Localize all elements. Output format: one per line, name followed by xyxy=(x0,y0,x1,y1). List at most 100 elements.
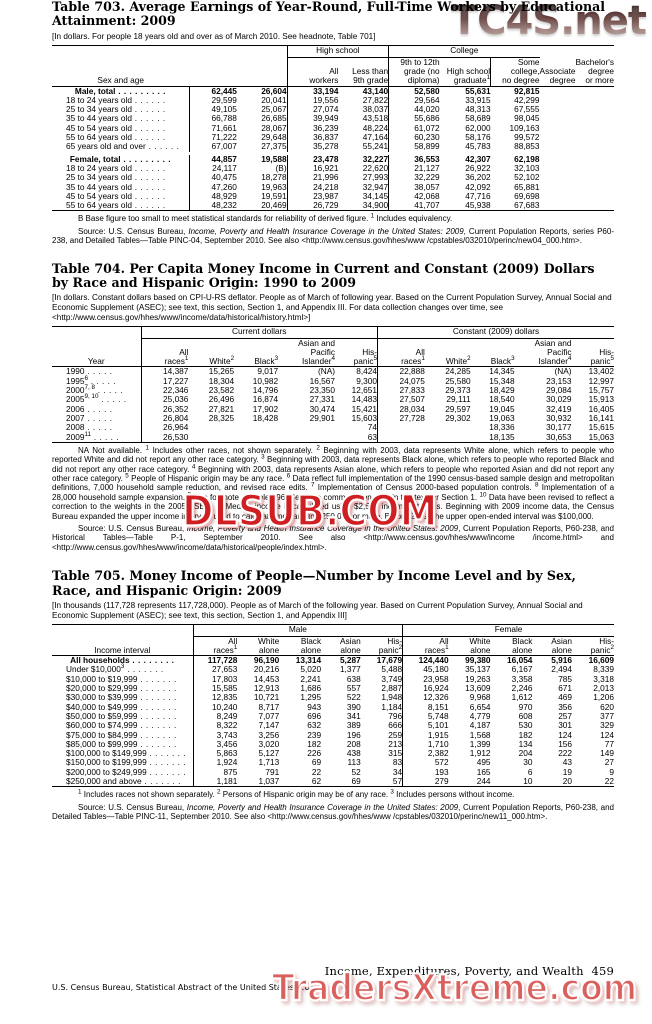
row-label: Male, total . . . . . . . . . xyxy=(74,85,166,96)
cell-value: 32,103 xyxy=(514,162,540,173)
cell-value xyxy=(278,423,335,432)
cell-value: 62,000 xyxy=(465,122,491,133)
table-704-title: Table 704. Per Capita Money Income in Cu… xyxy=(52,260,595,291)
cell-value: 620 xyxy=(600,701,614,712)
cell-value: 19,045 xyxy=(489,403,515,414)
cell-value: 32,947 xyxy=(362,181,389,192)
cell-value: 12,913 xyxy=(253,683,280,694)
cell-value: 96,190 xyxy=(253,655,280,666)
table-705-block: Table 705. Money Income of People—Number… xyxy=(52,569,614,821)
table-row: 200911 . . . . . 26,530 63 18,135 30,653 15,0… xyxy=(52,430,614,443)
cell-value: 25,036 xyxy=(140,395,189,405)
cell-value: 257 xyxy=(558,710,573,721)
cell-value: 27,507 xyxy=(376,395,425,405)
table-row: Under $10,0003 . . . . . . . 27,653 20,216… xyxy=(52,664,614,675)
th-705-group-female: Female xyxy=(402,625,614,637)
cell-value: 77 xyxy=(604,738,614,749)
cell-value: 9,017 xyxy=(257,366,279,377)
cell-value: 48,224 xyxy=(362,122,389,133)
cell-value: 30,932 xyxy=(546,412,572,423)
cell-value: 182 xyxy=(518,729,533,740)
cell-value: 124 xyxy=(600,729,614,740)
page-content: Table 703. Average Earnings of Year-Roun… xyxy=(52,0,614,822)
th-705-f-black: Black alone xyxy=(512,635,533,655)
th-705-f-all-races: All races1 xyxy=(402,636,449,656)
cell-value: 22,346 xyxy=(140,385,189,396)
cell-value: 34 xyxy=(392,766,403,777)
th-704-group-constant: Constant (2009) dollars xyxy=(377,326,614,339)
cell-value: 10,240 xyxy=(192,702,238,712)
cell-value: 13,314 xyxy=(295,655,322,666)
th-705-group-male: Male xyxy=(192,625,403,637)
cell-value: 213 xyxy=(388,738,403,749)
cell-value: 5,748 xyxy=(402,711,449,722)
cell-value: 32,229 xyxy=(388,172,440,183)
row-label: 200911 . . . . . xyxy=(66,430,120,442)
cell-value: 2,013 xyxy=(593,683,614,694)
table-row: 2008 . . . . . 26,964 74 18,336 30,177 15,615 xyxy=(52,422,614,433)
cell-value: 55,686 xyxy=(388,114,440,124)
cell-value: 3,456 xyxy=(192,739,238,750)
cell-value: 23,582 xyxy=(208,385,235,396)
row-label: $20,000 to $29,999 . . . . . . . xyxy=(66,683,177,694)
cell-value: 34,900 xyxy=(362,200,389,211)
cell-value: 16,874 xyxy=(252,394,279,405)
cell-value: 18,429 xyxy=(489,385,515,396)
table-703-source: Source: U.S. Census Bureau, Income, Pove… xyxy=(52,226,614,246)
cell-value xyxy=(234,423,278,432)
cell-value: 696 xyxy=(307,710,322,721)
cell-value: 495 xyxy=(476,757,491,768)
row-label: 45 to 54 years old . . . . . . xyxy=(66,122,166,133)
cell-value: 17,803 xyxy=(192,674,238,685)
cell-value: 49,105 xyxy=(188,104,237,115)
cell-value: 29,564 xyxy=(388,95,440,106)
cell-value: 6,167 xyxy=(511,664,533,675)
table-705-body: All households . . . . . . . . 117,728 96,… xyxy=(52,656,614,787)
cell-value: 222 xyxy=(558,748,573,759)
cell-value: 29,373 xyxy=(445,385,471,396)
cell-value: 113 xyxy=(347,757,361,768)
cell-value: 62,445 xyxy=(188,86,237,96)
cell-value: 377 xyxy=(600,710,614,721)
cell-value: 27,074 xyxy=(286,104,339,115)
row-label: 25 to 34 years old . . . . . . xyxy=(66,104,166,115)
cell-value: 329 xyxy=(600,720,614,731)
cell-value: 3,749 xyxy=(381,673,403,684)
row-label: 35 to 44 years old . . . . . . xyxy=(66,113,166,124)
cell-value: 22,888 xyxy=(376,367,425,377)
cell-value: 8,151 xyxy=(402,702,449,712)
cell-value: 39,949 xyxy=(286,114,339,124)
cell-value: 15,585 xyxy=(192,683,238,694)
cell-value: 30 xyxy=(523,757,533,768)
table-703-title: Table 703. Average Earnings of Year-Roun… xyxy=(52,0,606,29)
cell-value xyxy=(234,433,278,443)
cell-value: 1,612 xyxy=(511,692,533,703)
cell-value: 15,348 xyxy=(489,375,515,386)
cell-value: 16,567 xyxy=(309,375,336,386)
cell-value: 29,599 xyxy=(188,95,237,106)
cell-value: 149 xyxy=(600,748,614,759)
cell-value: 44,020 xyxy=(388,104,440,115)
th-704-cur-all-races: All races1 xyxy=(140,338,189,367)
cell-value: 875 xyxy=(192,767,238,778)
cell-value: 390 xyxy=(346,701,361,712)
cell-value: 20 xyxy=(562,776,573,787)
cell-value: 32,419 xyxy=(546,403,572,414)
row-label: 55 to 64 years old . . . . . . xyxy=(66,200,166,211)
th-703-bachelors: Bachelor's degree or more xyxy=(575,56,614,86)
cell-value: 69 xyxy=(311,757,322,768)
cell-value: 26,352 xyxy=(140,404,189,414)
th-703-group-highschool: High school xyxy=(286,46,389,58)
cell-value: 3,358 xyxy=(511,673,533,684)
th-704-group-current: Current dollars xyxy=(140,326,378,339)
th-704-cur-black: Black3 xyxy=(254,355,279,367)
cell-value: 28,067 xyxy=(261,122,287,133)
cell-value: 52,102 xyxy=(514,172,540,183)
cell-value: 2,241 xyxy=(300,673,322,684)
cell-value: 124 xyxy=(558,729,573,740)
th-704-cur-white: White2 xyxy=(209,355,235,367)
cell-value: 356 xyxy=(558,701,573,712)
cell-value: 13,609 xyxy=(465,683,491,694)
cell-value: 19,963 xyxy=(261,181,287,192)
th-705-f-white: White alone xyxy=(469,635,491,655)
